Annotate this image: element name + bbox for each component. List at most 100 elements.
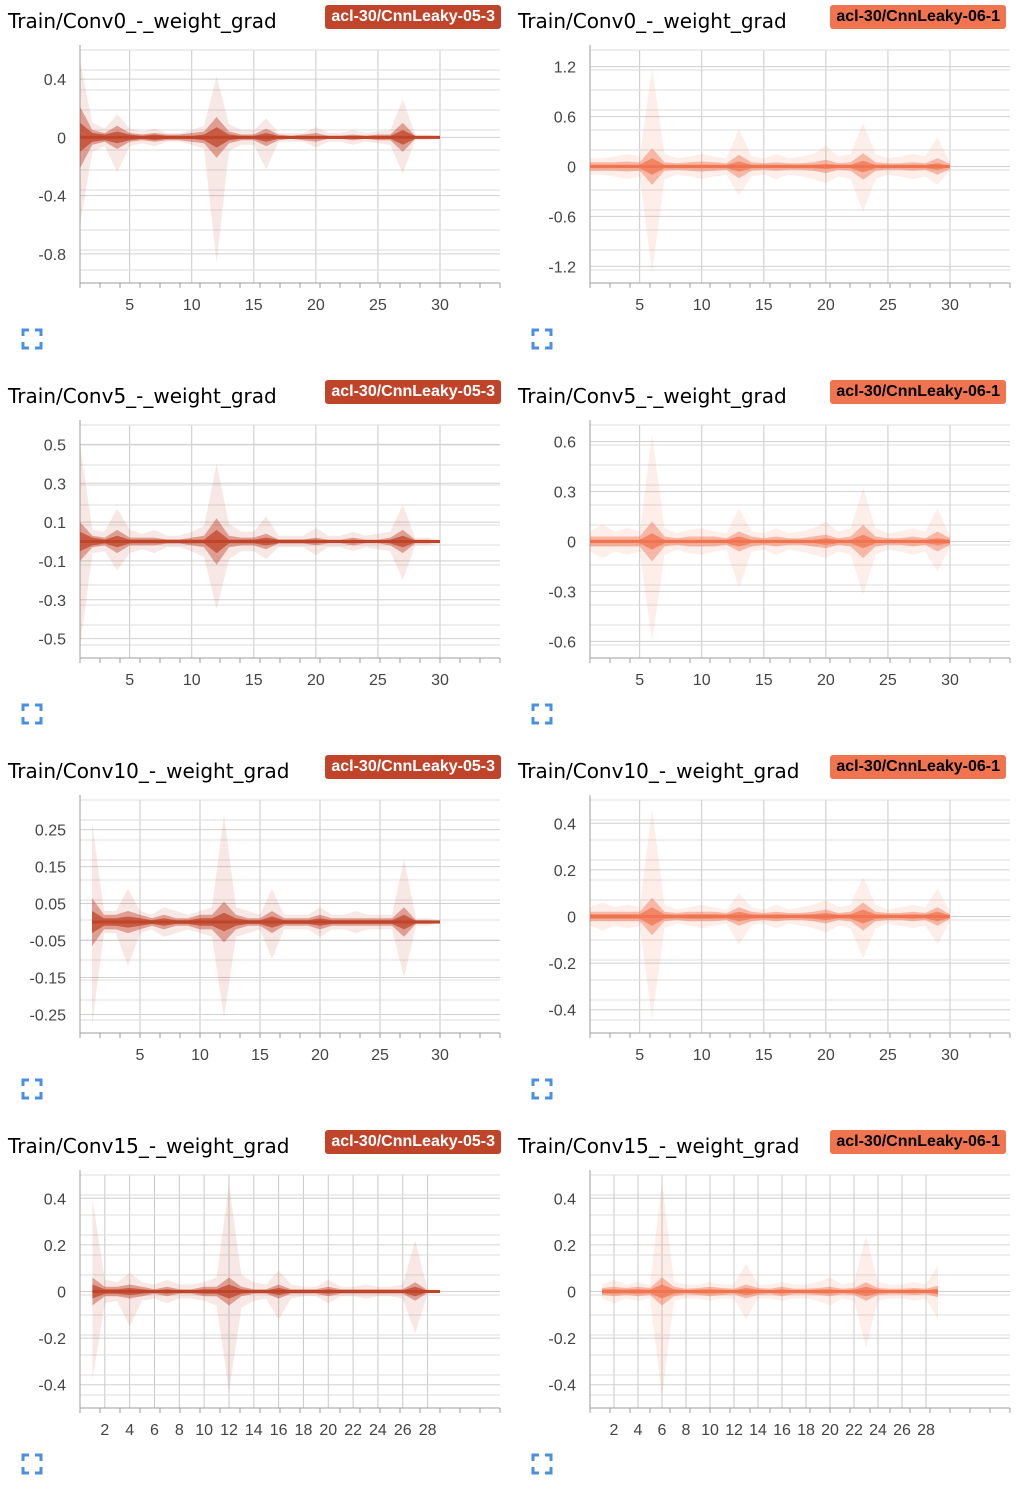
x-tick-label: 5 <box>635 297 644 314</box>
fullscreen-icon-glyph <box>531 703 553 725</box>
fullscreen-icon[interactable] <box>531 328 553 350</box>
chart-title: Train/Conv10_-_weight_grad <box>8 759 290 783</box>
y-tick-label: -0.6 <box>548 634 576 651</box>
x-tick-label: 15 <box>755 1047 773 1064</box>
x-tick-label: 25 <box>879 1047 897 1064</box>
fullscreen-icon[interactable] <box>531 703 553 725</box>
x-tick-label: 30 <box>431 297 449 314</box>
run-badge[interactable]: acl-30/CnnLeaky-06-1 <box>830 5 1006 29</box>
x-tick-label: 10 <box>195 1422 213 1439</box>
y-tick-label: 0.4 <box>554 1191 576 1208</box>
y-tick-label: 0.5 <box>44 437 66 454</box>
fullscreen-icon[interactable] <box>21 703 43 725</box>
x-tick-label: 15 <box>245 297 263 314</box>
x-tick-label: 10 <box>693 1047 711 1064</box>
x-tick-label: 5 <box>136 1047 145 1064</box>
fullscreen-icon[interactable] <box>21 1453 43 1475</box>
y-tick-label: 1.2 <box>554 60 576 77</box>
x-tick-label: 12 <box>725 1422 743 1439</box>
x-tick-label: 5 <box>125 297 134 314</box>
fullscreen-icon-path <box>21 1453 43 1475</box>
y-tick-label: 0.2 <box>554 863 576 880</box>
run-badge[interactable]: acl-30/CnnLeaky-06-1 <box>830 380 1006 404</box>
y-tick-label: -0.25 <box>30 1008 67 1025</box>
x-tick-label: 30 <box>431 1047 449 1064</box>
x-tick-label: 20 <box>307 672 325 689</box>
chart-title: Train/Conv15_-_weight_grad <box>518 1134 800 1158</box>
y-tick-label: -0.15 <box>30 971 67 988</box>
run-badge[interactable]: acl-30/CnnLeaky-05-3 <box>325 380 501 404</box>
x-tick-label: 24 <box>869 1422 887 1439</box>
horizontal-gridlines <box>80 424 500 646</box>
chart-conv15-run-05-3: 2 4 6 8 10 12 14 16 18 20 22 24 26 280.40.20-0.2-0.4 <box>38 1170 501 1439</box>
run-badge[interactable]: acl-30/CnnLeaky-06-1 <box>830 1130 1006 1154</box>
fullscreen-icon-glyph <box>531 1453 553 1475</box>
vertical-gridlines <box>129 50 441 283</box>
x-tick-label: 10 <box>701 1422 719 1439</box>
chart-card-conv5-run-06-1: 5 10 15 20 25 30 0.6 0.3 0 -0.3 -0.6 Train/Conv5_-… <box>510 375 1020 750</box>
y-tick-label: 0 <box>567 160 576 177</box>
x-tick-label: 15 <box>755 297 773 314</box>
y-tick-label: 0 <box>567 1285 576 1302</box>
x-tick-label: 12 <box>220 1422 238 1439</box>
y-tick-label: 0.25 <box>35 823 66 840</box>
fullscreen-icon-path <box>21 703 43 725</box>
x-tick-label: 15 <box>245 672 263 689</box>
x-tick-label: 2 <box>100 1422 109 1439</box>
fullscreen-icon-glyph <box>531 1078 553 1100</box>
x-tick-label: 26 <box>394 1422 412 1439</box>
x-tick-label: 22 <box>344 1422 362 1439</box>
chart-conv10-run-05-3: 5 10 15 20 25 30 0.25 0.15 0.05 -0.05 -0.15 -0.25 <box>30 795 501 1064</box>
x-tick-label: 25 <box>369 672 387 689</box>
x-tick-label: 20 <box>817 297 835 314</box>
x-tick-label: 15 <box>251 1047 269 1064</box>
fullscreen-icon-path <box>531 1078 553 1100</box>
x-tick-label: 15 <box>755 672 773 689</box>
x-tick-label: 14 <box>245 1422 263 1439</box>
x-tick-label: 10 <box>191 1047 209 1064</box>
chart-title: Train/Conv5_-_weight_grad <box>518 384 787 408</box>
chart-title: Train/Conv10_-_weight_grad <box>518 759 800 783</box>
x-tick-label: 30 <box>941 672 959 689</box>
y-tick-label: -0.1 <box>38 554 66 571</box>
x-tick-label: 18 <box>295 1422 313 1439</box>
x-tick-label: 16 <box>270 1422 288 1439</box>
y-tick-label: -0.05 <box>30 934 67 951</box>
run-badge[interactable]: acl-30/CnnLeaky-06-1 <box>830 755 1006 779</box>
x-tick-label: 22 <box>845 1422 863 1439</box>
x-tick-label: 14 <box>749 1422 767 1439</box>
x-tick-label: 20 <box>821 1422 839 1439</box>
x-tick-label: 4 <box>125 1422 134 1439</box>
chart-conv5-run-06-1: 5 10 15 20 25 30 0.6 0.3 0 -0.3 -0.6 <box>548 420 1011 689</box>
run-badge[interactable]: acl-30/CnnLeaky-05-3 <box>325 5 501 29</box>
run-badge[interactable]: acl-30/CnnLeaky-05-3 <box>325 1130 501 1154</box>
x-tick-label: 28 <box>419 1422 437 1439</box>
fullscreen-icon-glyph <box>21 1453 43 1475</box>
run-badge[interactable]: acl-30/CnnLeaky-05-3 <box>325 755 501 779</box>
x-tick-label: 30 <box>431 672 449 689</box>
y-tick-label: -0.4 <box>38 189 66 206</box>
series-band-range <box>80 61 440 263</box>
y-tick-label: 0.3 <box>554 485 576 502</box>
y-tick-label: 0.3 <box>44 476 66 493</box>
y-tick-label: -0.5 <box>38 632 66 649</box>
fullscreen-icon-glyph <box>21 703 43 725</box>
x-tick-label: 10 <box>693 297 711 314</box>
chart-conv5-run-05-3: 5 10 15 20 25 30 0.5 0.3 0.1 -0.1 -0.3 -0.5 <box>38 420 501 689</box>
x-tick-label: 30 <box>941 297 959 314</box>
horizontal-gridlines <box>80 1174 500 1396</box>
y-tick-label: 0.05 <box>35 897 66 914</box>
x-tick-label: 30 <box>941 1047 959 1064</box>
y-tick-label: 0.1 <box>44 515 66 532</box>
fullscreen-icon[interactable] <box>531 1453 553 1475</box>
x-tick-label: 25 <box>371 1047 389 1064</box>
fullscreen-icon[interactable] <box>21 1078 43 1100</box>
chart-title: Train/Conv0_-_weight_grad <box>518 9 787 33</box>
y-tick-label: -0.8 <box>38 247 66 264</box>
x-tick-label: 20 <box>319 1422 337 1439</box>
x-tick-label: 16 <box>773 1422 791 1439</box>
fullscreen-icon[interactable] <box>21 328 43 350</box>
fullscreen-icon[interactable] <box>531 1078 553 1100</box>
fullscreen-icon-path <box>21 1078 43 1100</box>
x-tick-label: 20 <box>307 297 325 314</box>
